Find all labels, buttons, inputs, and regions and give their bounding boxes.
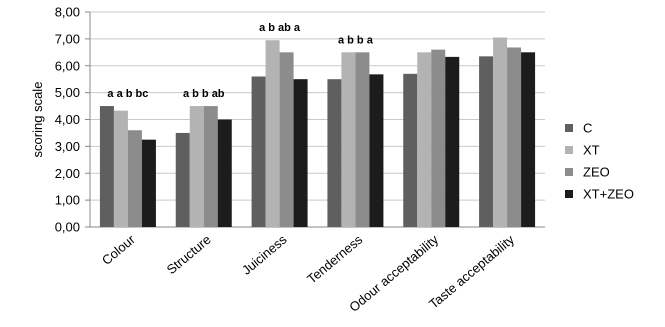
bar-zeo [127, 130, 142, 227]
y-tick-label: 1,00 [55, 193, 80, 208]
legend: C XT ZEO XT+ZEO [565, 121, 634, 202]
significance-label: a a b bc [107, 88, 148, 100]
y-tick-label: 5,00 [55, 85, 80, 100]
bar-zeo [279, 52, 294, 227]
y-tick-label: 3,00 [55, 139, 80, 154]
y-tick-label: 8,00 [55, 5, 80, 20]
legend-label: ZEO [583, 165, 610, 180]
bar-c [99, 106, 114, 227]
bar-xt [417, 52, 432, 227]
category-label: Tenderness [304, 231, 366, 286]
y-axis: 0,00 1,00 2,00 3,00 4,00 5,00 6,00 7,00 8,00 [55, 5, 545, 235]
significance-label: a b ab a [259, 22, 301, 34]
legend-swatch [565, 190, 573, 198]
legend-label: XT+ZEO [583, 187, 634, 202]
y-axis-label: scoring scale [30, 82, 45, 158]
y-tick-label: 4,00 [55, 112, 80, 127]
bar-zeo [355, 52, 370, 227]
bar-c [175, 132, 190, 227]
bar-xt-zeo [217, 119, 232, 227]
bar-xt [113, 110, 128, 227]
y-tick-label: 6,00 [55, 58, 80, 73]
bar-xt [493, 37, 508, 227]
category-labels: Colour Structure Juiciness TendernessOdour … [99, 231, 518, 314]
significance-label: a b b a [338, 34, 374, 46]
bar-xt-zeo [445, 56, 460, 227]
y-tick-label: 0,00 [55, 220, 80, 235]
y-tick-label: 7,00 [55, 31, 80, 46]
bar-xt-zeo [369, 74, 384, 227]
gridlines [90, 11, 545, 228]
bar-xt [265, 40, 280, 227]
bar-xt-zeo [521, 52, 536, 227]
bar-c [251, 76, 266, 227]
bar-zeo [431, 49, 446, 227]
bar-c [403, 73, 418, 227]
category-label: Structure [164, 232, 214, 277]
bar-zeo [507, 47, 522, 227]
bars [99, 37, 536, 227]
bar-xt-zeo [293, 79, 308, 227]
y-tick-label: 2,00 [55, 166, 80, 181]
legend-swatch [565, 168, 573, 176]
legend-swatch [565, 124, 573, 132]
significance-labels: a a b bc a b b ab a b ab a a b b a [107, 22, 373, 100]
category-label: Juiciness [239, 231, 290, 277]
bar-xt [189, 106, 204, 227]
legend-swatch [565, 146, 573, 154]
bar-c [479, 56, 494, 227]
bar-xt-zeo [141, 139, 156, 227]
legend-label: C [583, 121, 592, 136]
significance-label: a b b ab [183, 88, 225, 100]
bar-c [327, 79, 342, 227]
legend-label: XT [583, 143, 600, 158]
bar-xt [341, 52, 356, 227]
bar-zeo [203, 106, 218, 227]
category-label: Colour [99, 231, 138, 268]
